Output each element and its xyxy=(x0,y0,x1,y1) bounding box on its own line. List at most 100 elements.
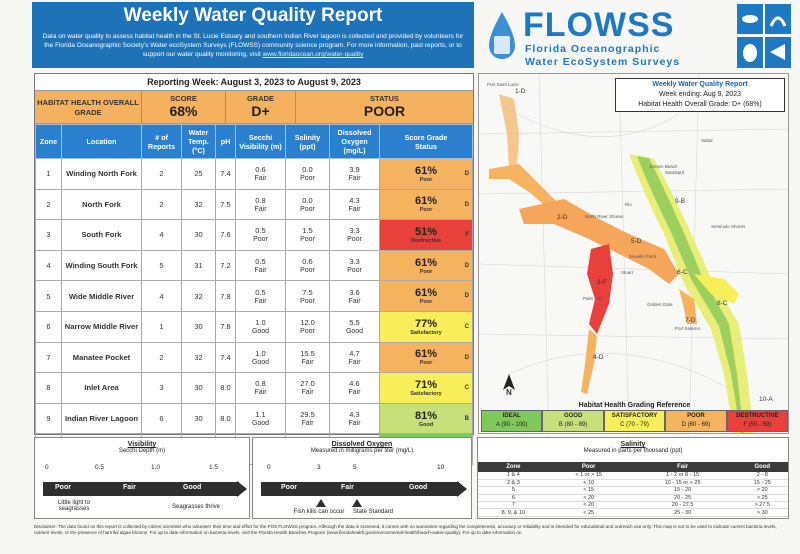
band-label: Poor xyxy=(281,484,297,491)
salinity-cell: > 27.5 xyxy=(736,501,788,510)
visibility-tick: 1.0 xyxy=(151,464,161,471)
table-row: 5 Wide Middle River 4 32 7.8 0.5 Fair 7.5 Poor 3.… xyxy=(35,280,473,312)
zone-cell: 7 xyxy=(35,341,62,374)
logo-subtitle-2: Water EcoSystem Surveys xyxy=(525,56,681,68)
zone-cell: 2 xyxy=(35,188,62,221)
location-cell: Winding South Fork xyxy=(61,249,142,282)
salinity-cell: < 20 xyxy=(548,501,629,510)
map-title: Weekly Water Quality Report xyxy=(652,81,748,88)
zone-label: 4-D xyxy=(593,354,604,361)
legend-name: POOR xyxy=(687,413,705,419)
location-cell: Wide Middle River xyxy=(61,280,142,312)
score-cell: 61% Poor D xyxy=(379,341,473,374)
oxygen-subtitle: Measured in milligrams per liter (mg/L) xyxy=(310,448,414,454)
oxygen-rating: Good xyxy=(345,328,364,336)
triangle-marker-icon xyxy=(316,499,326,507)
secchi-value: 0.8 xyxy=(255,379,266,389)
salinity-rating: Fair xyxy=(301,358,314,366)
table-row: 7 Manatee Pocket 2 32 7.4 1.0 Good 15.5 Fair 4.7 F… xyxy=(35,341,473,374)
score-cell: 61% Poor D xyxy=(379,249,473,282)
salinity-cell: 5 xyxy=(478,486,549,495)
status-label: STATUS xyxy=(370,94,399,103)
grade-value: D xyxy=(464,201,469,208)
col-salinity: Salinity (ppt) xyxy=(285,124,330,159)
legend-name: SATISFACTORY xyxy=(611,413,658,419)
salinity-value: 0.6 xyxy=(302,257,313,267)
band-label: Poor xyxy=(55,484,71,491)
ph-cell: 7.5 xyxy=(215,188,236,221)
legend-item: DESTRUCTIVE F (50 - 59) xyxy=(726,410,788,432)
score-cell: 51% Destructive F xyxy=(379,219,473,251)
score-value: 61% xyxy=(414,287,438,300)
salinity-row: 5 < 15 15 - 20 > 20 xyxy=(478,486,788,495)
map-week: Week ending: Aug 9, 2023 xyxy=(659,91,741,98)
oxygen-value: 3.9 xyxy=(349,165,360,175)
salinity-value: 27.0 xyxy=(300,379,315,389)
salinity-header: Good xyxy=(736,462,788,472)
oxygen-cell: 3.3 Poor xyxy=(329,249,380,282)
score-label: SCORE xyxy=(170,94,197,103)
legend-item: SATISFACTORY C (70 - 79) xyxy=(603,410,666,432)
location-cell: South Fork xyxy=(61,219,142,251)
score-grade-label: Score Grade xyxy=(404,132,448,142)
table-row: 6 Narrow Middle River 1 30 7.8 1.0 Good 12.0 Poo… xyxy=(35,310,473,343)
legend-item: IDEAL A (90 - 100) xyxy=(481,410,543,432)
visibility-panel: Visibility Secchi Depth (m) 0 0.5 1.0 1.… xyxy=(34,437,250,519)
place-label: Palm City xyxy=(583,296,603,301)
salinity-cell: 7 xyxy=(478,501,549,510)
visibility-tick: 0.5 xyxy=(95,464,105,471)
oxygen-cell: 4.6 Fair xyxy=(329,372,380,404)
scale-arrow-icon xyxy=(457,481,467,497)
scale-arrow-icon xyxy=(237,481,247,497)
legend-item: POOR D (60 - 69) xyxy=(665,410,727,432)
oxygen-tick: 10 xyxy=(437,464,445,471)
status-value: Satisfactory xyxy=(410,329,442,336)
legend-range: F (50 - 59) xyxy=(743,422,772,428)
oxygen-cell: 3.6 Fair xyxy=(329,280,380,312)
status-value: Destructive xyxy=(411,237,441,244)
salinity-cell: < 15 xyxy=(548,486,629,495)
salinity-row: 2 & 3 < 10 10 - 15 or > 25 15 - 25 xyxy=(478,479,788,488)
map-overall: Habitat Health Overall Grade: D+ (68%) xyxy=(638,101,762,108)
salinity-cell: > 20 xyxy=(736,486,788,495)
legend-range: D (60 - 69) xyxy=(681,422,711,428)
secchi-rating: Fair xyxy=(254,389,267,397)
table-row: 1 Winding North Fork 2 25 7.4 0.6 Fair 0.0 Poor 3… xyxy=(35,158,473,190)
oxygen-tick: 0 xyxy=(267,464,271,471)
salinity-cell: 29.5 Fair xyxy=(285,402,330,435)
salinity-cell: > 25 xyxy=(736,494,788,503)
salinity-cell: 25 - 30 xyxy=(628,508,737,517)
grade-value: D+ xyxy=(251,103,270,119)
salinity-rating: Poor xyxy=(300,175,315,183)
water-quality-link[interactable]: www.floridaocean.org/water-quality xyxy=(262,51,364,58)
salinity-value: 15.5 xyxy=(300,348,315,358)
legend-range: B (80 - 89) xyxy=(558,422,588,428)
col-score-grade: Score Grade Status xyxy=(379,124,473,159)
salinity-rating: Poor xyxy=(300,297,315,305)
table-row: 2 North Fork 2 32 7.5 0.8 Fair 0.0 Poor 4.3 Fair 61… xyxy=(35,188,473,221)
legend-title: Habitat Health Grading Reference xyxy=(578,402,691,409)
overall-status: STATUS POOR xyxy=(295,91,473,123)
oxygen-scale: Poor Fair Good xyxy=(261,482,459,496)
secchi-rating: Good xyxy=(251,420,270,428)
zone-label: 5-D xyxy=(631,238,642,245)
visibility-note-left: Little light to seagrasses xyxy=(57,500,91,512)
oxygen-rating: Fair xyxy=(348,358,361,366)
grade-value: C xyxy=(464,323,469,330)
zone-table: Zone Location # of Reports Water Temp. (… xyxy=(35,124,473,465)
secchi-cell: 0.8 Fair xyxy=(235,372,286,404)
place-label: North River Shores xyxy=(585,214,624,219)
oxygen-rating: Fair xyxy=(348,389,361,397)
legend-range: A (90 - 100) xyxy=(496,422,528,428)
status-value: Poor xyxy=(419,268,433,275)
status-value: Good xyxy=(418,421,434,428)
place-label: Stuart xyxy=(621,270,634,275)
salinity-cell: 15 - 20 xyxy=(628,486,737,495)
grade-value: D xyxy=(464,293,469,300)
salinity-cell: 1.5 Poor xyxy=(285,219,330,251)
place-label: Sabal xyxy=(701,138,713,143)
ph-cell: 8.0 xyxy=(215,402,236,435)
secchi-rating: Fair xyxy=(254,267,267,275)
score-value: 61% xyxy=(414,348,438,361)
reports-cell: 1 xyxy=(141,310,182,343)
